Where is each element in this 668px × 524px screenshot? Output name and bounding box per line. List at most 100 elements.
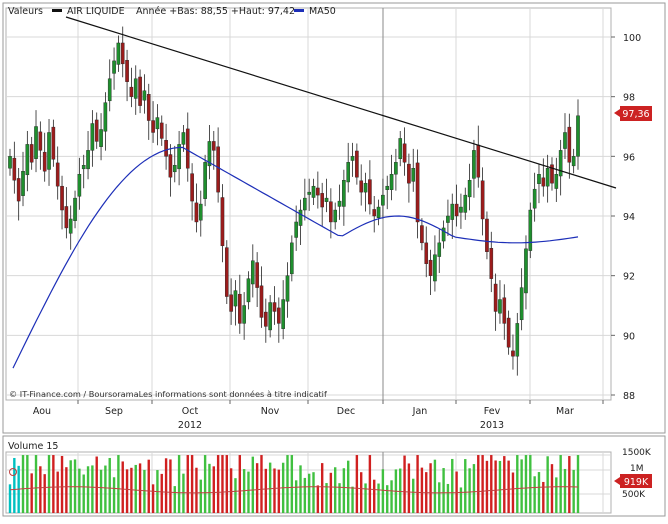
volume-last-badge: 919K <box>614 474 652 488</box>
candle-body <box>47 132 51 170</box>
candle-body <box>428 259 433 276</box>
volume-bar <box>390 480 393 513</box>
volume-bar <box>56 471 59 513</box>
candle-body <box>545 168 550 187</box>
price-tick-label-94: 94 <box>623 212 635 223</box>
legend: Valeurs AIR LIQUIDE Année +Bas: 88,55 +H… <box>8 6 336 17</box>
volume-bar <box>134 464 137 513</box>
candle-body <box>541 177 546 187</box>
candle-body <box>142 90 147 101</box>
candle-body <box>311 185 316 198</box>
candle-body <box>294 221 298 238</box>
volume-bar <box>533 476 536 513</box>
candle-body <box>220 197 225 247</box>
candle-body <box>550 164 554 184</box>
x-year-label-2013: 2013 <box>480 420 504 431</box>
candle-body <box>576 115 580 157</box>
volume-bar <box>442 468 445 513</box>
volume-bar <box>251 456 255 513</box>
volume-bar <box>221 455 224 513</box>
candle-body <box>381 194 385 206</box>
candle-body <box>376 206 381 218</box>
volume-bar <box>325 483 328 513</box>
candle-body <box>433 254 437 282</box>
candle-body <box>138 76 142 106</box>
volume-bar <box>438 482 441 513</box>
volume-bar <box>73 459 77 513</box>
volume-bar <box>316 485 320 513</box>
candle-body <box>255 262 259 288</box>
candle-body <box>519 287 524 321</box>
volume-bar <box>399 468 402 513</box>
volume-bar <box>485 460 489 513</box>
candle-body <box>259 285 264 318</box>
price-tick-label-88: 88 <box>623 391 635 402</box>
volume-bar <box>260 455 263 513</box>
candle-body <box>116 42 121 65</box>
volume-bar <box>333 467 337 513</box>
volume-bar <box>138 463 142 513</box>
candle-body <box>567 126 572 163</box>
candle-body <box>155 117 160 130</box>
candle-body <box>558 150 563 177</box>
candle-body <box>277 307 281 324</box>
candle-body <box>476 144 481 178</box>
candle-body <box>190 173 194 202</box>
volume-bar <box>34 455 38 513</box>
volume-bar <box>229 468 233 513</box>
candle-body <box>424 242 429 264</box>
price-tick-label-96: 96 <box>623 152 635 163</box>
volume-bar <box>160 473 163 513</box>
volume-bar <box>572 469 575 513</box>
price-tick-label-92: 92 <box>623 272 635 283</box>
volume-bar <box>121 461 124 513</box>
volume-bar <box>360 472 363 513</box>
candle-body <box>21 171 25 196</box>
x-tick-label-nov: Nov <box>261 406 280 417</box>
candle-body <box>38 131 43 151</box>
candle-body <box>459 206 463 213</box>
candle-body <box>389 174 394 190</box>
legend-instrument: AIR LIQUIDE <box>67 6 125 17</box>
volume-bar <box>338 483 341 513</box>
volume-bar <box>290 455 294 513</box>
candle-body <box>498 299 502 314</box>
candle-body <box>211 141 216 151</box>
volume-bar <box>568 456 571 513</box>
volume-bar <box>412 478 415 513</box>
volume-bar <box>446 483 450 513</box>
volume-bar <box>47 455 51 513</box>
last-price-value: 97,36 <box>622 109 649 120</box>
volume-bar <box>524 455 528 513</box>
candle-body <box>342 179 346 207</box>
legend-instrument-swatch <box>52 9 62 12</box>
candle-body <box>64 206 69 229</box>
legend-range: Année +Bas: 88,55 +Haut: 97,42 <box>136 6 295 17</box>
x-year-label-2012: 2012 <box>178 420 202 431</box>
candle-body <box>463 194 468 213</box>
candle-body <box>485 218 489 253</box>
volume-bar <box>542 481 545 513</box>
candle-body <box>402 143 407 163</box>
volume-bar <box>368 455 372 513</box>
candle-body <box>90 123 95 151</box>
volume-bar <box>273 468 276 513</box>
volume-bar <box>459 487 463 513</box>
volume-ma-line <box>9 486 579 494</box>
candle-body <box>329 201 333 223</box>
candle-body <box>420 225 424 244</box>
volume-bar <box>164 458 168 513</box>
volume-bar <box>307 473 311 513</box>
candle-body <box>125 60 129 82</box>
volume-bar <box>238 455 242 513</box>
candle-body <box>524 248 528 294</box>
candle-body <box>372 209 377 217</box>
x-tick-label-jan: Jan <box>412 406 428 417</box>
volume-bar <box>498 460 502 513</box>
volume-tick-1m: 1M <box>630 464 644 474</box>
candle-body <box>502 297 507 324</box>
candle-body <box>68 218 73 234</box>
volume-bar <box>286 455 289 513</box>
volume-bar <box>195 467 198 513</box>
